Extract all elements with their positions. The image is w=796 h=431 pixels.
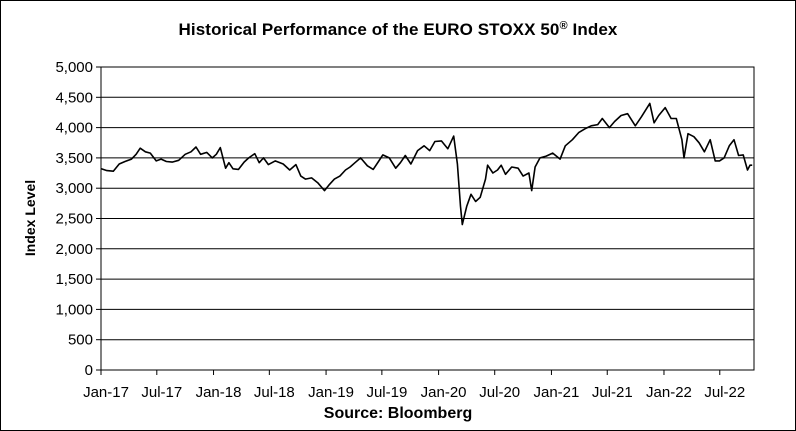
x-tick-label: Jan-19: [308, 384, 354, 401]
x-tick-label: Jul-22: [704, 384, 745, 401]
y-tick-label: 5,000: [55, 59, 93, 76]
x-tick-label: Jul-20: [479, 384, 520, 401]
index-level-line: [101, 102, 753, 226]
y-axis-ticks: 0 500 1,000 1,500 2,000 2,500 3,000 3,500 4,000 4…: [55, 59, 101, 379]
y-tick-label: 4,500: [55, 89, 93, 106]
x-tick-label: Jan-18: [196, 384, 242, 401]
series-group: [101, 102, 753, 226]
gridlines: [101, 96, 754, 341]
x-tick-label: Jan-21: [534, 384, 580, 401]
chart-title-main: Historical Performance of the EURO STOXX…: [178, 20, 560, 39]
x-tick-label: Jul-19: [366, 384, 407, 401]
x-axis-ticks: Jan-17 Jul-17 Jan-18 Jul-18 Jan-19 Jul-19 Jan-…: [83, 370, 745, 401]
x-tick-label: Jan-17: [83, 384, 129, 401]
y-tick-label: 0: [85, 362, 93, 379]
y-tick-label: 3,000: [55, 180, 93, 197]
source-note: Source: Bloomberg: [323, 405, 473, 422]
y-tick-label: 500: [68, 332, 93, 349]
x-tick-label: Jan-20: [421, 384, 467, 401]
y-tick-label: 3,500: [55, 150, 93, 167]
y-tick-label: 2,000: [55, 241, 93, 258]
chart-title: Historical Performance of the EURO STOXX…: [0, 20, 796, 40]
y-tick-label: 1,500: [55, 271, 93, 288]
x-tick-label: Jul-21: [592, 384, 633, 401]
x-tick-label: Jul-17: [141, 384, 182, 401]
x-tick-label: Jul-18: [254, 384, 295, 401]
y-tick-label: 2,500: [55, 211, 93, 228]
chart-title-registered-mark: ®: [559, 20, 568, 32]
y-tick-label: 1,000: [55, 301, 93, 318]
x-tick-label: Jan-22: [646, 384, 692, 401]
y-tick-label: 4,000: [55, 120, 93, 137]
chart-title-tail: Index: [567, 20, 618, 39]
plot-area-border: [100, 66, 755, 371]
